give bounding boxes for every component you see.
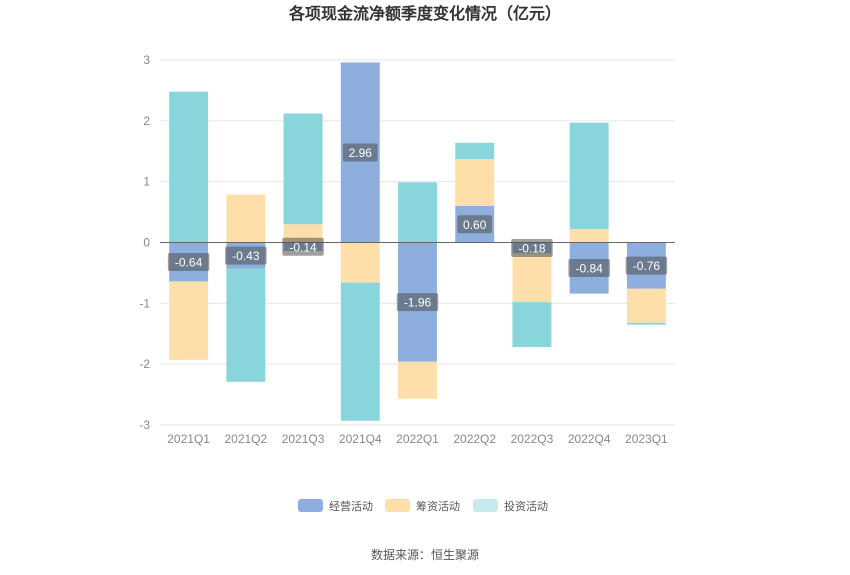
y-tick-label: -1 bbox=[139, 296, 150, 310]
legend-label: 筹资活动 bbox=[416, 499, 460, 513]
bar-financing-2022Q1 bbox=[398, 361, 437, 399]
legend-swatch bbox=[298, 499, 323, 512]
y-axis: -3 -2 -1 0 1 2 3 bbox=[139, 53, 150, 432]
data-label-2021Q1: -0.64 bbox=[175, 255, 203, 269]
data-label-bg bbox=[625, 256, 668, 275]
data-label-2022Q2: 0.60 bbox=[463, 218, 487, 232]
bar-investing-2022Q3 bbox=[512, 302, 552, 348]
legend-label: 经营活动 bbox=[329, 499, 373, 513]
data-label-bg bbox=[511, 238, 553, 257]
bar-investing-2022Q1 bbox=[398, 182, 437, 243]
y-tick-label: 3 bbox=[143, 53, 150, 67]
data-labels: -0.64 -0.43 -0.14 2.96 -1.96 0.60 -0.18 -0.84 -0… bbox=[167, 143, 668, 312]
data-label-bg bbox=[167, 252, 210, 271]
bars bbox=[169, 62, 666, 421]
x-axis: 2021Q1 2021Q2 2021Q3 2021Q4 2022Q1 2022Q2 2022… bbox=[167, 432, 668, 446]
bar-financing-2022Q4 bbox=[569, 229, 609, 243]
bar-investing-2021Q3 bbox=[283, 113, 323, 225]
x-tick-label: 2022Q4 bbox=[568, 432, 611, 446]
x-tick-label: 2022Q3 bbox=[511, 432, 554, 446]
bar-financing-2021Q4 bbox=[340, 242, 380, 283]
legend-swatch bbox=[473, 499, 498, 512]
data-label-2023Q1: -0.76 bbox=[633, 259, 661, 273]
bar-investing-2022Q4 bbox=[569, 122, 609, 230]
y-tick-label: 1 bbox=[143, 175, 150, 189]
legend: 经营活动 筹资活动 投资活动 bbox=[298, 499, 548, 513]
y-tick-label: 2 bbox=[143, 114, 150, 128]
y-tick-label: -3 bbox=[139, 418, 150, 432]
bar-investing-2021Q4 bbox=[340, 282, 380, 421]
data-label-bg bbox=[282, 237, 324, 256]
x-tick-label: 2021Q4 bbox=[339, 432, 382, 446]
legend-label: 投资活动 bbox=[504, 499, 548, 513]
y-tick-label: -2 bbox=[139, 357, 150, 371]
bar-financing-2023Q1 bbox=[626, 288, 666, 323]
legend-swatch bbox=[385, 499, 410, 512]
bar-investing-2023Q1 bbox=[626, 322, 666, 325]
data-label-bg bbox=[225, 246, 267, 265]
bar-financing-2021Q2 bbox=[226, 194, 266, 243]
bar-investing-2021Q1 bbox=[169, 91, 209, 243]
data-label-2022Q3: -0.18 bbox=[518, 241, 546, 255]
y-tick-label: 0 bbox=[143, 236, 150, 250]
data-label-2022Q1: -1.96 bbox=[404, 296, 432, 310]
bar-financing-2021Q1 bbox=[169, 281, 209, 360]
x-tick-label: 2022Q2 bbox=[453, 432, 496, 446]
data-label-bg bbox=[457, 215, 493, 234]
bar-financing-2022Q2 bbox=[455, 159, 495, 206]
data-label-2021Q2: -0.43 bbox=[232, 249, 260, 263]
data-label-bg bbox=[396, 293, 439, 312]
bar-financing-2022Q3 bbox=[512, 253, 552, 303]
data-label-bg bbox=[342, 143, 378, 162]
bar-investing-2021Q2 bbox=[226, 268, 266, 382]
source-note: 数据来源：恒生聚源 bbox=[371, 547, 479, 562]
bar-investing-2022Q2 bbox=[455, 142, 495, 160]
data-label-bg bbox=[568, 259, 610, 278]
x-tick-label: 2022Q1 bbox=[396, 432, 439, 446]
data-label-2021Q4: 2.96 bbox=[349, 146, 373, 160]
data-label-2021Q3: -0.14 bbox=[289, 240, 317, 254]
chart-title: 各项现金流净额季度变化情况（亿元） bbox=[288, 4, 561, 23]
x-tick-label: 2023Q1 bbox=[625, 432, 668, 446]
x-tick-label: 2021Q2 bbox=[224, 432, 267, 446]
x-tick-label: 2021Q1 bbox=[167, 432, 210, 446]
x-tick-label: 2021Q3 bbox=[282, 432, 325, 446]
data-label-2022Q4: -0.84 bbox=[575, 262, 603, 276]
